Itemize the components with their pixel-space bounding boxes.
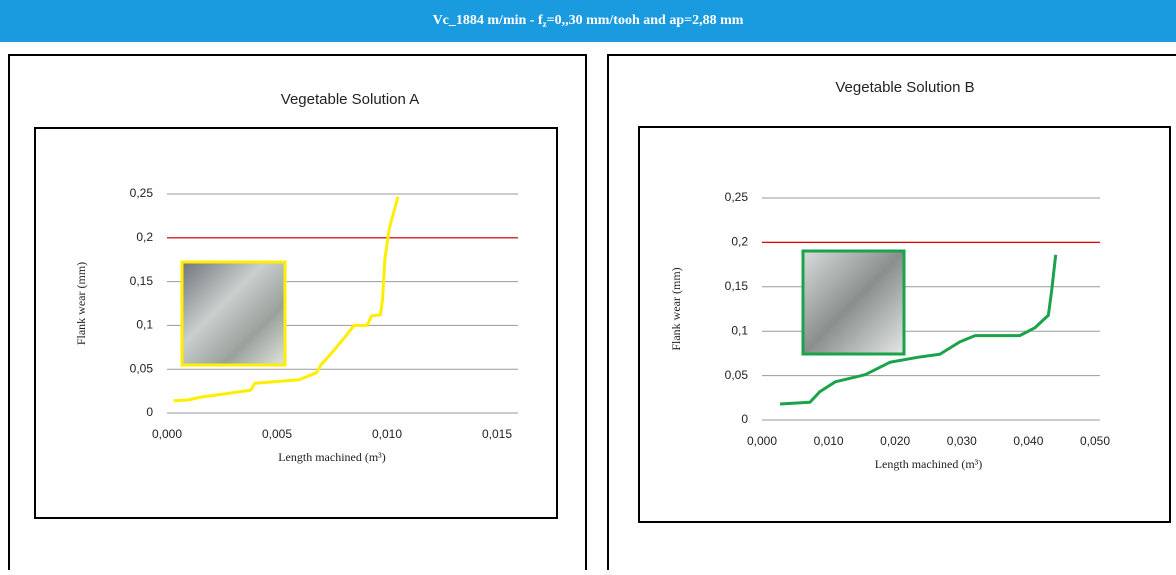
x-tick-label: 0,020 <box>880 434 910 448</box>
x-tick-label: 0,000 <box>747 434 777 448</box>
chart-title: Vegetable Solution A <box>281 91 419 108</box>
chart-title: Vegetable Solution B <box>835 79 974 96</box>
screen: Vc_1884 m/min - fz=0,,30 mm/tooh and ap=… <box>0 0 1176 570</box>
y-tick-label: 0 <box>146 405 153 419</box>
x-tick-label: 0,030 <box>947 434 977 448</box>
wear-photo <box>182 262 285 365</box>
y-tick-label: 0,05 <box>725 368 749 382</box>
page: {"header": {"title_parts": ["Vc_1884 m/m… <box>0 0 1176 570</box>
y-tick-label: 0,1 <box>136 318 153 332</box>
header-text: =0,,30 mm/tooh and ap=2,88 mm <box>547 13 744 28</box>
y-tick-label: 0,2 <box>731 235 748 249</box>
y-tick-label: 0,1 <box>731 323 748 337</box>
y-tick-label: 0,15 <box>725 279 749 293</box>
x-tick-label: 0,000 <box>152 427 182 441</box>
x-tick-label: 0,050 <box>1080 434 1110 448</box>
panel <box>9 55 586 570</box>
y-tick-label: 0 <box>741 412 748 426</box>
y-tick-label: 0,25 <box>130 186 154 200</box>
y-tick-label: 0,25 <box>725 190 749 204</box>
y-tick-label: 0,05 <box>130 361 154 375</box>
y-tick-label: 0,15 <box>130 274 154 288</box>
x-tick-label: 0,040 <box>1013 434 1043 448</box>
wear-photo <box>803 251 904 354</box>
y-axis-label: Flank wear (mm) <box>74 262 88 345</box>
x-tick-label: 0,005 <box>262 427 292 441</box>
x-axis-label: Length machined (m³) <box>875 457 983 471</box>
header-text: Vc_1884 m/min - f <box>433 13 543 28</box>
x-tick-label: 0,015 <box>482 427 512 441</box>
x-axis-label: Length machined (m³) <box>278 450 386 464</box>
y-tick-label: 0,2 <box>136 230 153 244</box>
charts: Vegetable Solution A 0 0,05 0,1 0,15 0,2 0,25 0… <box>74 79 1111 471</box>
x-tick-label: 0,010 <box>372 427 402 441</box>
y-axis-label: Flank wear (mm) <box>669 267 683 350</box>
header-title: Vc_1884 m/min - fz=0,,30 mm/tooh and ap=… <box>433 13 744 29</box>
x-tick-label: 0,010 <box>814 434 844 448</box>
